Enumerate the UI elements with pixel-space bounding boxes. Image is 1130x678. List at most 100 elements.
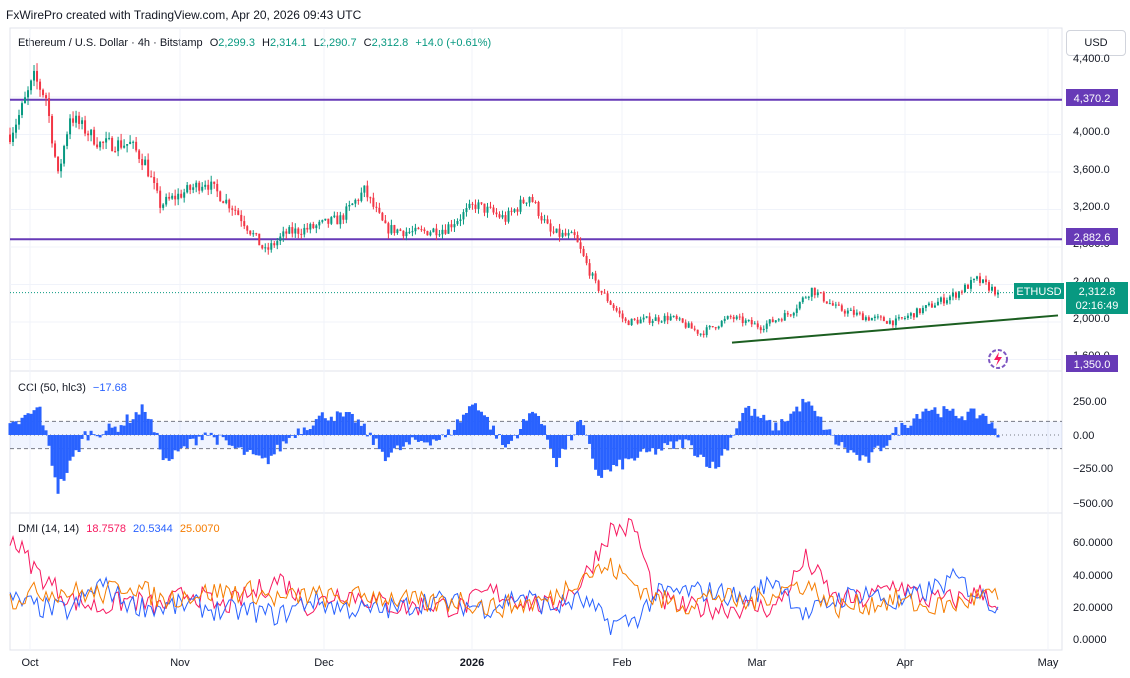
candle-body	[564, 232, 567, 236]
cci-bar	[939, 417, 943, 435]
candle-body	[153, 177, 156, 184]
cci-bar	[344, 412, 348, 435]
candle-body	[831, 303, 834, 306]
candle-body	[594, 273, 597, 281]
candle-body	[45, 95, 48, 99]
time-axis: Oct Nov Dec 2026 Feb Mar Apr May	[21, 657, 1058, 669]
candle-body	[363, 185, 366, 193]
cci-bar	[567, 435, 571, 436]
candle-body	[588, 263, 591, 276]
cci-bar	[407, 435, 411, 445]
candle-body	[360, 192, 363, 201]
cci-bar	[392, 435, 396, 449]
cci-bar	[281, 435, 285, 442]
cci-bar	[642, 435, 646, 449]
candle-body	[828, 303, 831, 305]
candle-body	[960, 291, 963, 293]
candle-body	[141, 159, 144, 166]
candle-body	[726, 316, 729, 319]
low-value: 2,290.7	[319, 37, 357, 49]
cci-bar	[110, 427, 114, 435]
time-tick: Nov	[170, 657, 190, 669]
price-tick: 3,600.0	[1073, 164, 1110, 176]
candle-body	[741, 316, 744, 324]
candle-body	[300, 233, 303, 235]
candle-body	[228, 199, 231, 209]
candle-body	[777, 319, 780, 321]
cci-bar	[834, 435, 838, 445]
cci-bar	[77, 435, 81, 452]
candle-body	[672, 315, 675, 317]
candle-body	[510, 210, 513, 212]
candle-body	[204, 184, 207, 187]
cci-bar	[741, 412, 745, 435]
cci-bar	[807, 401, 811, 435]
svg-text:02:16:49: 02:16:49	[1076, 300, 1119, 312]
svg-text:4,370.2: 4,370.2	[1074, 93, 1111, 105]
cci-bar	[606, 435, 610, 470]
level-tag-1350: 1,350.0	[1066, 355, 1118, 372]
candle-body	[393, 225, 396, 234]
candle-body	[897, 317, 900, 319]
cci-bar	[365, 435, 369, 437]
candle-body	[912, 313, 915, 318]
candle-body	[591, 273, 594, 276]
candle-body	[729, 316, 732, 318]
candle-body	[816, 292, 819, 296]
cci-bar	[206, 435, 210, 436]
cci-bar	[771, 430, 775, 435]
cci-bar	[317, 415, 321, 435]
candle-body	[507, 210, 510, 222]
svg-text:2,312.8: 2,312.8	[1079, 286, 1116, 298]
cci-bar	[179, 435, 183, 449]
cci-bar	[155, 432, 159, 435]
candle-body	[24, 97, 27, 104]
candle-body	[303, 227, 306, 235]
candle-body	[69, 118, 72, 135]
candle-body	[375, 206, 378, 208]
candle-body	[567, 233, 570, 236]
cci-bar	[702, 435, 706, 457]
candle-body	[408, 231, 411, 233]
candle-body	[168, 196, 171, 199]
cci-bar	[56, 435, 60, 494]
cci-bar	[452, 429, 456, 435]
cci-bar	[299, 434, 303, 435]
candle-body	[867, 317, 870, 321]
watermark-text: FxWirePro created with TradingView.com, …	[6, 8, 362, 22]
cci-bar	[491, 425, 495, 435]
candle-body	[237, 210, 240, 215]
candle-body	[642, 317, 645, 320]
candle-body	[126, 144, 129, 146]
cci-bar	[855, 435, 859, 455]
cci-bar	[59, 435, 63, 480]
candle-body	[51, 116, 54, 144]
cci-bar	[23, 414, 27, 435]
cci-bar	[765, 420, 769, 435]
candle-body	[783, 313, 786, 321]
cci-bar	[927, 410, 931, 435]
cci-bar	[119, 425, 123, 435]
candle-body	[756, 323, 759, 328]
currency-button[interactable]: USD	[1066, 30, 1126, 56]
cci-bar	[888, 435, 892, 441]
dmi-minus-value: 20.5344	[133, 523, 173, 535]
candle-body	[459, 219, 462, 221]
cci-bar	[227, 435, 231, 446]
time-tick: May	[1038, 657, 1059, 669]
candle-body	[336, 215, 339, 225]
time-tick: 2026	[460, 657, 484, 669]
cci-bar	[954, 415, 958, 435]
cci-bar	[873, 435, 877, 448]
candle-body	[372, 197, 375, 207]
candle-body	[636, 319, 639, 324]
cci-bar	[900, 422, 904, 435]
candle-body	[963, 284, 966, 293]
cci-bar	[639, 435, 643, 452]
candle-body	[555, 228, 558, 233]
cci-bar	[38, 406, 42, 435]
candle-body	[366, 185, 369, 198]
cci-bar	[296, 428, 300, 435]
cci-bar	[534, 413, 538, 435]
